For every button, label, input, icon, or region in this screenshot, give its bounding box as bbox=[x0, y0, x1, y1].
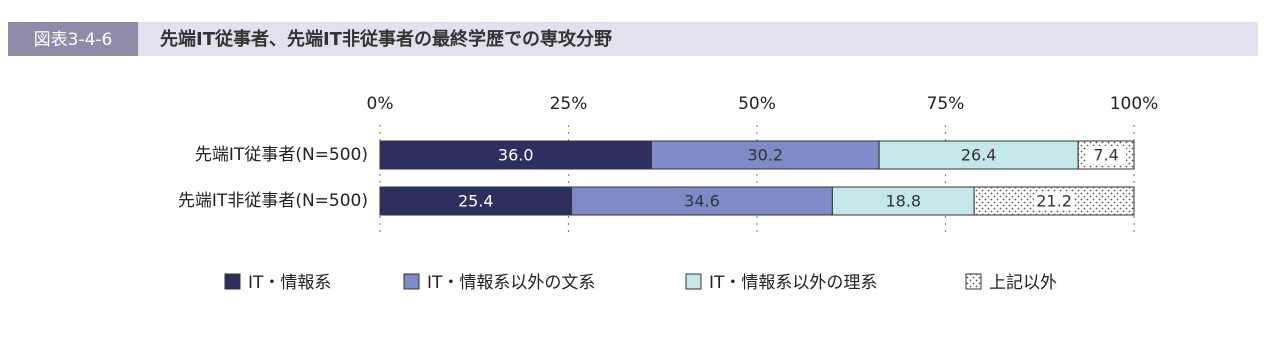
x-tick-label: 100% bbox=[1110, 94, 1159, 114]
figure-label: 図表3-4-6 bbox=[34, 30, 113, 50]
x-tick-label: 25% bbox=[550, 94, 588, 114]
label-bg bbox=[1086, 146, 1127, 164]
figure-label-box bbox=[8, 22, 138, 56]
data-label: 7.4 bbox=[1093, 146, 1118, 165]
bar-segment bbox=[571, 186, 833, 216]
data-label: 25.4 bbox=[458, 192, 494, 211]
x-tick-label: 50% bbox=[738, 94, 776, 114]
label-bg bbox=[1034, 192, 1075, 210]
bar-segment bbox=[650, 140, 880, 170]
legend-swatch bbox=[685, 273, 702, 290]
legend-swatch bbox=[224, 273, 241, 290]
legend-swatch bbox=[965, 273, 982, 290]
y-tick-label: 先端IT非従事者(N=500) bbox=[178, 191, 368, 211]
data-label: 36.0 bbox=[498, 146, 534, 165]
data-label: 21.2 bbox=[1036, 192, 1072, 211]
legend-label: IT・情報系 bbox=[248, 273, 331, 293]
data-label: 30.2 bbox=[747, 146, 783, 165]
legend-swatch bbox=[403, 273, 420, 290]
x-tick-label: 0% bbox=[367, 94, 394, 114]
legend-label: IT・情報系以外の理系 bbox=[709, 273, 877, 293]
y-tick-label: 先端IT従事者(N=500) bbox=[195, 145, 368, 165]
data-label: 26.4 bbox=[961, 146, 997, 165]
bar-segment bbox=[878, 140, 1079, 170]
data-label: 18.8 bbox=[885, 192, 921, 211]
legend-label: 上記以外 bbox=[989, 273, 1057, 293]
legend-label: IT・情報系以外の文系 bbox=[427, 273, 595, 293]
header-band bbox=[8, 22, 1258, 56]
data-label: 34.6 bbox=[684, 192, 720, 211]
chart-title: 先端IT従事者、先端IT非従事者の最終学歴での専攻分野 bbox=[160, 28, 612, 50]
x-tick-label: 75% bbox=[927, 94, 965, 114]
